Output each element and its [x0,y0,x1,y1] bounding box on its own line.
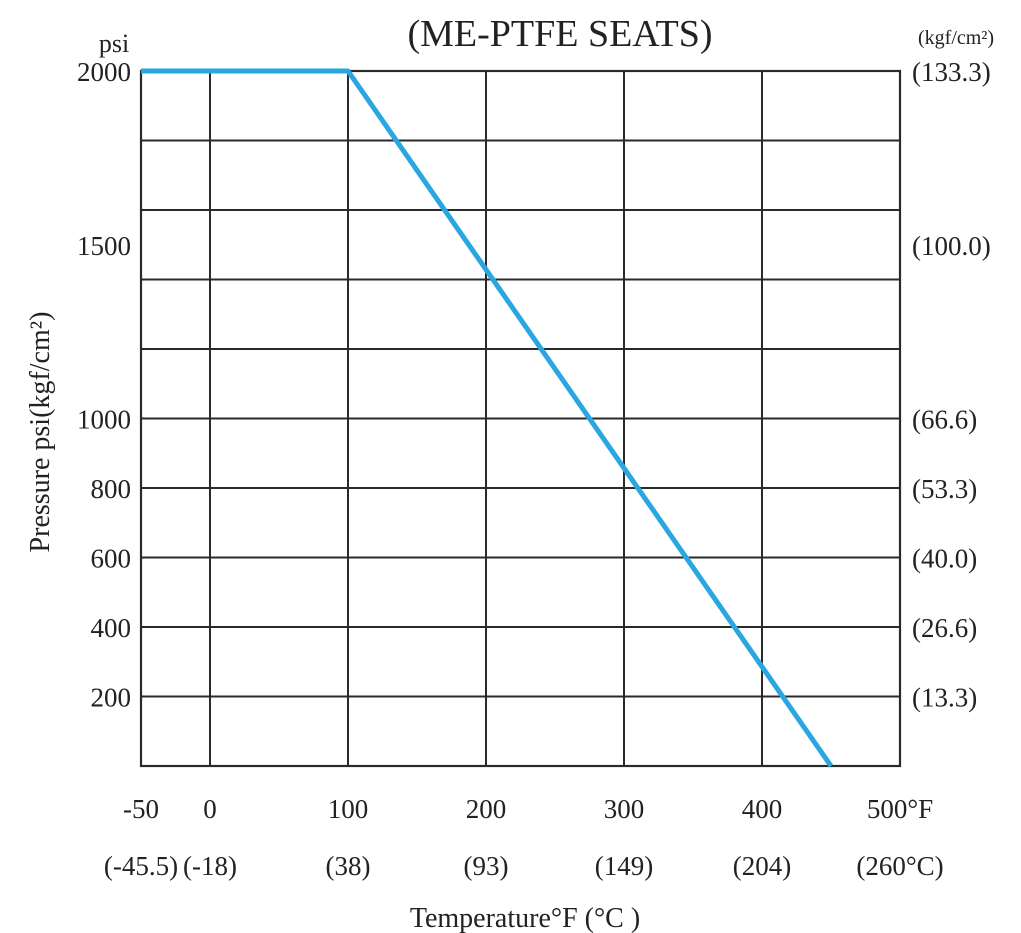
y-tick-label-kgf: (13.3) [912,683,977,713]
y-tick-label-kgf: (66.6) [912,405,977,435]
x-tick-label-fahrenheit: 0 [203,794,217,824]
x-tick-label-celsius: (260°C) [856,851,943,881]
x-tick-label-fahrenheit: 200 [466,794,507,824]
y-tick-label-psi: 200 [91,683,132,713]
y-tick-label-kgf: (40.0) [912,544,977,574]
tick-labels: -50 (-45.5) 0 (-18) 100 (38) 200 (93) 300 (149) 40… [77,57,991,881]
y-tick-label-kgf: (26.6) [912,613,977,643]
x-tick-label-celsius: (38) [326,851,371,881]
y-tick-label-psi: 1000 [77,405,131,435]
y-tick-label-psi: 2000 [77,57,131,87]
y-tick-label-kgf: (53.3) [912,474,977,504]
x-tick-label-fahrenheit: 300 [604,794,645,824]
chart-title: (ME-PTFE SEATS) [407,13,712,55]
x-tick-label-celsius: (93) [464,851,509,881]
pressure-rating-line [141,68,834,768]
x-tick-label-celsius: (149) [595,851,653,881]
x-tick-label-celsius: (-18) [183,851,237,881]
x-tick-label-fahrenheit: 100 [328,794,369,824]
x-tick-label-fahrenheit: 400 [742,794,783,824]
y-tick-label-psi: 1500 [77,231,131,261]
x-axis-title: Temperature°F (°C ) [410,903,640,933]
y-tick-label-psi: 400 [91,613,132,643]
y-axis-title: Pressure psi(kgf/cm²) [25,312,56,553]
x-tick-label-fahrenheit: 500°F [867,794,933,824]
y-tick-label-kgf: (100.0) [912,231,991,261]
y-tick-label-kgf: (133.3) [912,57,991,87]
grid [141,71,900,766]
x-tick-label-celsius: (204) [733,851,791,881]
x-tick-label-celsius: (-45.5) [104,851,178,881]
series-layer [141,68,834,768]
y-tick-label-psi: 600 [91,544,132,574]
y-tick-label-psi: 800 [91,474,132,504]
right-axis-unit: (kgf/cm²) [918,27,994,49]
left-axis-unit: psi [99,29,129,58]
plot-frame [139,69,902,768]
x-tick-label-fahrenheit: -50 [123,794,159,824]
